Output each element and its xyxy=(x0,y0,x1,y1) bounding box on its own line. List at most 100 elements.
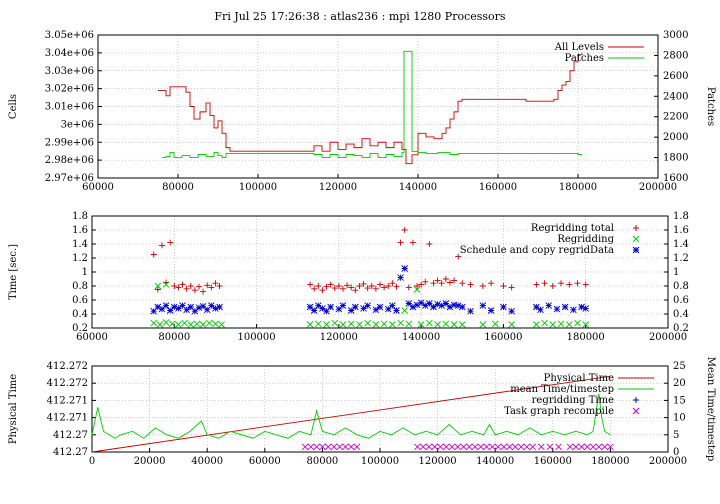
y2-tick-label: 15 xyxy=(673,395,686,406)
series-point xyxy=(555,443,562,451)
y2-tick-label: 1800 xyxy=(663,153,688,164)
y-tick-label: 412.27 xyxy=(53,447,88,458)
series-point xyxy=(397,274,404,281)
series-point xyxy=(549,321,557,328)
series-point xyxy=(154,286,161,293)
series-point xyxy=(339,321,347,328)
x-tick-label: 120000 xyxy=(319,182,357,193)
series-point xyxy=(533,321,540,328)
series-point xyxy=(425,443,433,451)
x-tick-label: 140000 xyxy=(399,182,437,193)
legend-label: Patches xyxy=(565,53,604,64)
series-point xyxy=(191,307,199,315)
legend-label: Schedule and copy regridData xyxy=(460,245,614,256)
series-point xyxy=(508,307,515,315)
series-point xyxy=(372,321,380,328)
series-point xyxy=(175,284,182,291)
y-tick-label: 2.97e+06 xyxy=(45,173,94,184)
series-point xyxy=(442,300,450,307)
series-point xyxy=(565,321,573,328)
series-point xyxy=(431,443,439,451)
y-tick-label: 412.271 xyxy=(47,395,88,406)
series-point xyxy=(364,285,371,292)
x-tick-label: 0 xyxy=(89,456,95,467)
y2-tick-label: 1 xyxy=(673,267,679,278)
plot-frame xyxy=(91,365,669,453)
series-point xyxy=(582,281,589,288)
series-point xyxy=(489,443,496,451)
y-tick-label: 3.01e+06 xyxy=(45,102,94,113)
series-point xyxy=(454,302,462,309)
legend-marker xyxy=(633,225,639,231)
x-tick-label: 100000 xyxy=(239,182,277,193)
series-point xyxy=(413,286,421,293)
series-point xyxy=(397,239,404,246)
series-point xyxy=(413,301,421,309)
series-point xyxy=(414,283,421,289)
x-tick-label: 120000 xyxy=(320,332,358,343)
series-point xyxy=(500,283,507,289)
legend-label: Regridding total xyxy=(531,223,614,234)
series-point xyxy=(494,443,502,451)
series-point xyxy=(455,253,462,260)
y2-tick-label: 0.4 xyxy=(673,309,689,320)
x-tick-label: 20000 xyxy=(134,456,166,467)
series-line-1 xyxy=(158,52,583,165)
series-point xyxy=(508,321,515,328)
x-tick-label: 80000 xyxy=(158,332,190,343)
series-point xyxy=(545,302,553,309)
series-point xyxy=(595,443,603,451)
series-point xyxy=(430,280,437,287)
series-point xyxy=(183,285,190,292)
series-point xyxy=(401,227,408,233)
series-point xyxy=(319,443,326,451)
series-point xyxy=(323,321,330,328)
series-point xyxy=(327,303,334,311)
series-point xyxy=(205,319,213,327)
series-point xyxy=(426,300,433,307)
series-point xyxy=(409,239,416,246)
series-point xyxy=(376,303,384,311)
x-tick-label: 100000 xyxy=(237,332,275,343)
series-point xyxy=(566,281,573,288)
y-tick-label: 3.05e+06 xyxy=(45,30,94,41)
series-point xyxy=(384,305,392,313)
y2-tick-label: 2800 xyxy=(663,50,688,61)
legend-label: regridding Time xyxy=(532,395,614,406)
series-point xyxy=(517,443,525,451)
y2-tick-label: 0.8 xyxy=(673,281,689,292)
series-point xyxy=(208,284,215,291)
legend-marker xyxy=(632,407,640,415)
series-point xyxy=(537,306,544,314)
x-tick-label: 180000 xyxy=(567,332,605,343)
y-tick-label: 1 xyxy=(82,267,88,278)
y-tick-label: 3.03e+06 xyxy=(45,66,94,77)
chart-2 xyxy=(91,215,669,329)
series-point xyxy=(570,306,577,314)
y-axis-label: Cells xyxy=(8,94,19,119)
legend-label: Task graph recompile xyxy=(504,406,614,417)
series-point xyxy=(195,304,203,312)
series-point xyxy=(506,443,513,451)
series-point xyxy=(352,287,359,294)
series-point xyxy=(344,282,351,289)
series-point xyxy=(479,321,487,328)
series-point xyxy=(158,242,165,249)
y-tick-label: 0.4 xyxy=(72,309,88,320)
y2-tick-label: 1.8 xyxy=(673,211,689,222)
y2-axis-label: Mean Time/timestep xyxy=(705,357,716,461)
series-point xyxy=(336,443,343,451)
series-point xyxy=(488,280,495,287)
series-point xyxy=(389,302,396,309)
series-point xyxy=(446,303,454,311)
y2-tick-label: 10 xyxy=(673,413,686,424)
series-point xyxy=(306,303,314,311)
series-point xyxy=(360,305,367,312)
series-point xyxy=(377,281,383,288)
series-point xyxy=(187,303,195,311)
series-point xyxy=(313,443,320,451)
series-point xyxy=(150,251,157,258)
legend-marker xyxy=(632,235,640,243)
y2-tick-label: 0.2 xyxy=(673,323,689,334)
series-line-2 xyxy=(91,393,611,439)
